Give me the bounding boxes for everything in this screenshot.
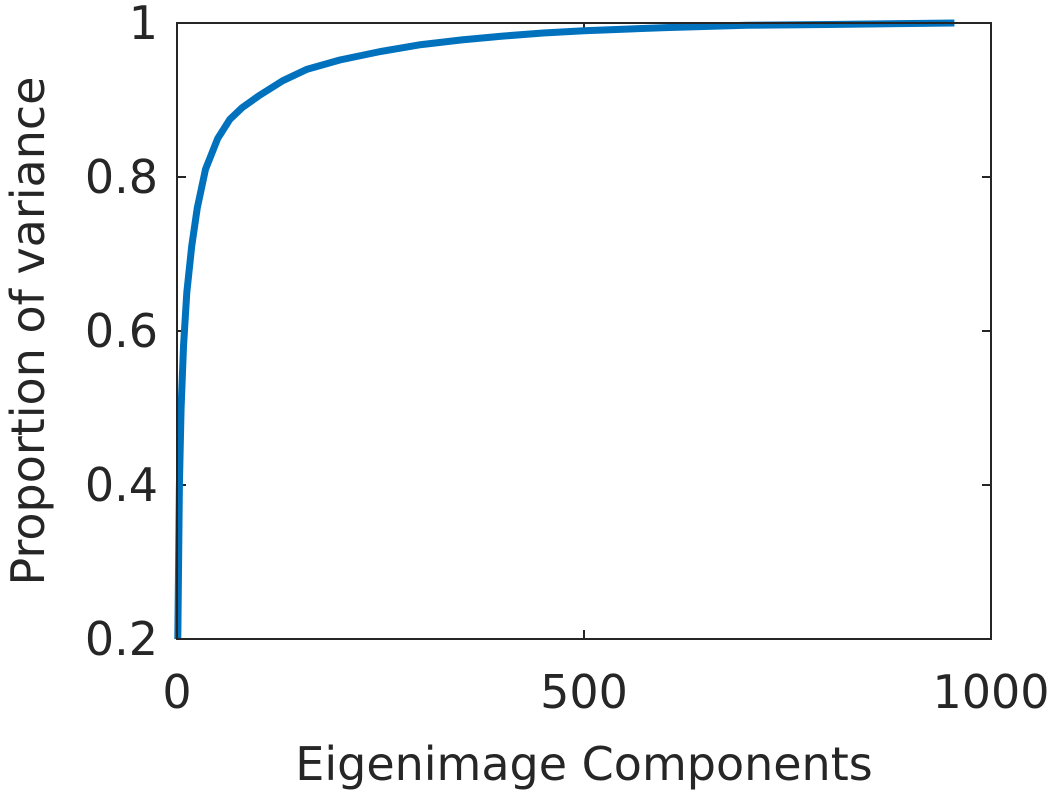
- axes-box: [176, 22, 992, 640]
- series-line-0: [174, 19, 955, 640]
- y-tick-label: 0.8: [85, 150, 158, 204]
- tick-labels: 0 500 1000 0.2 0.4 0.6 0.8 1: [85, 0, 1050, 719]
- x-tick-label: 0: [162, 665, 191, 719]
- series-layer: [174, 19, 955, 640]
- y-tick-label: 0.2: [85, 612, 158, 666]
- plot-area: [177, 23, 991, 639]
- x-tick-label: 500: [540, 665, 628, 719]
- x-tick-label: 1000: [932, 665, 1049, 719]
- y-tick-label: 1: [129, 0, 158, 50]
- y-axis-label: Proportion of variance: [1, 77, 55, 586]
- y-tick-label: 0.6: [85, 304, 158, 358]
- y-tick-label: 0.4: [85, 458, 158, 512]
- x-axis-label: Eigenimage Components: [295, 737, 872, 791]
